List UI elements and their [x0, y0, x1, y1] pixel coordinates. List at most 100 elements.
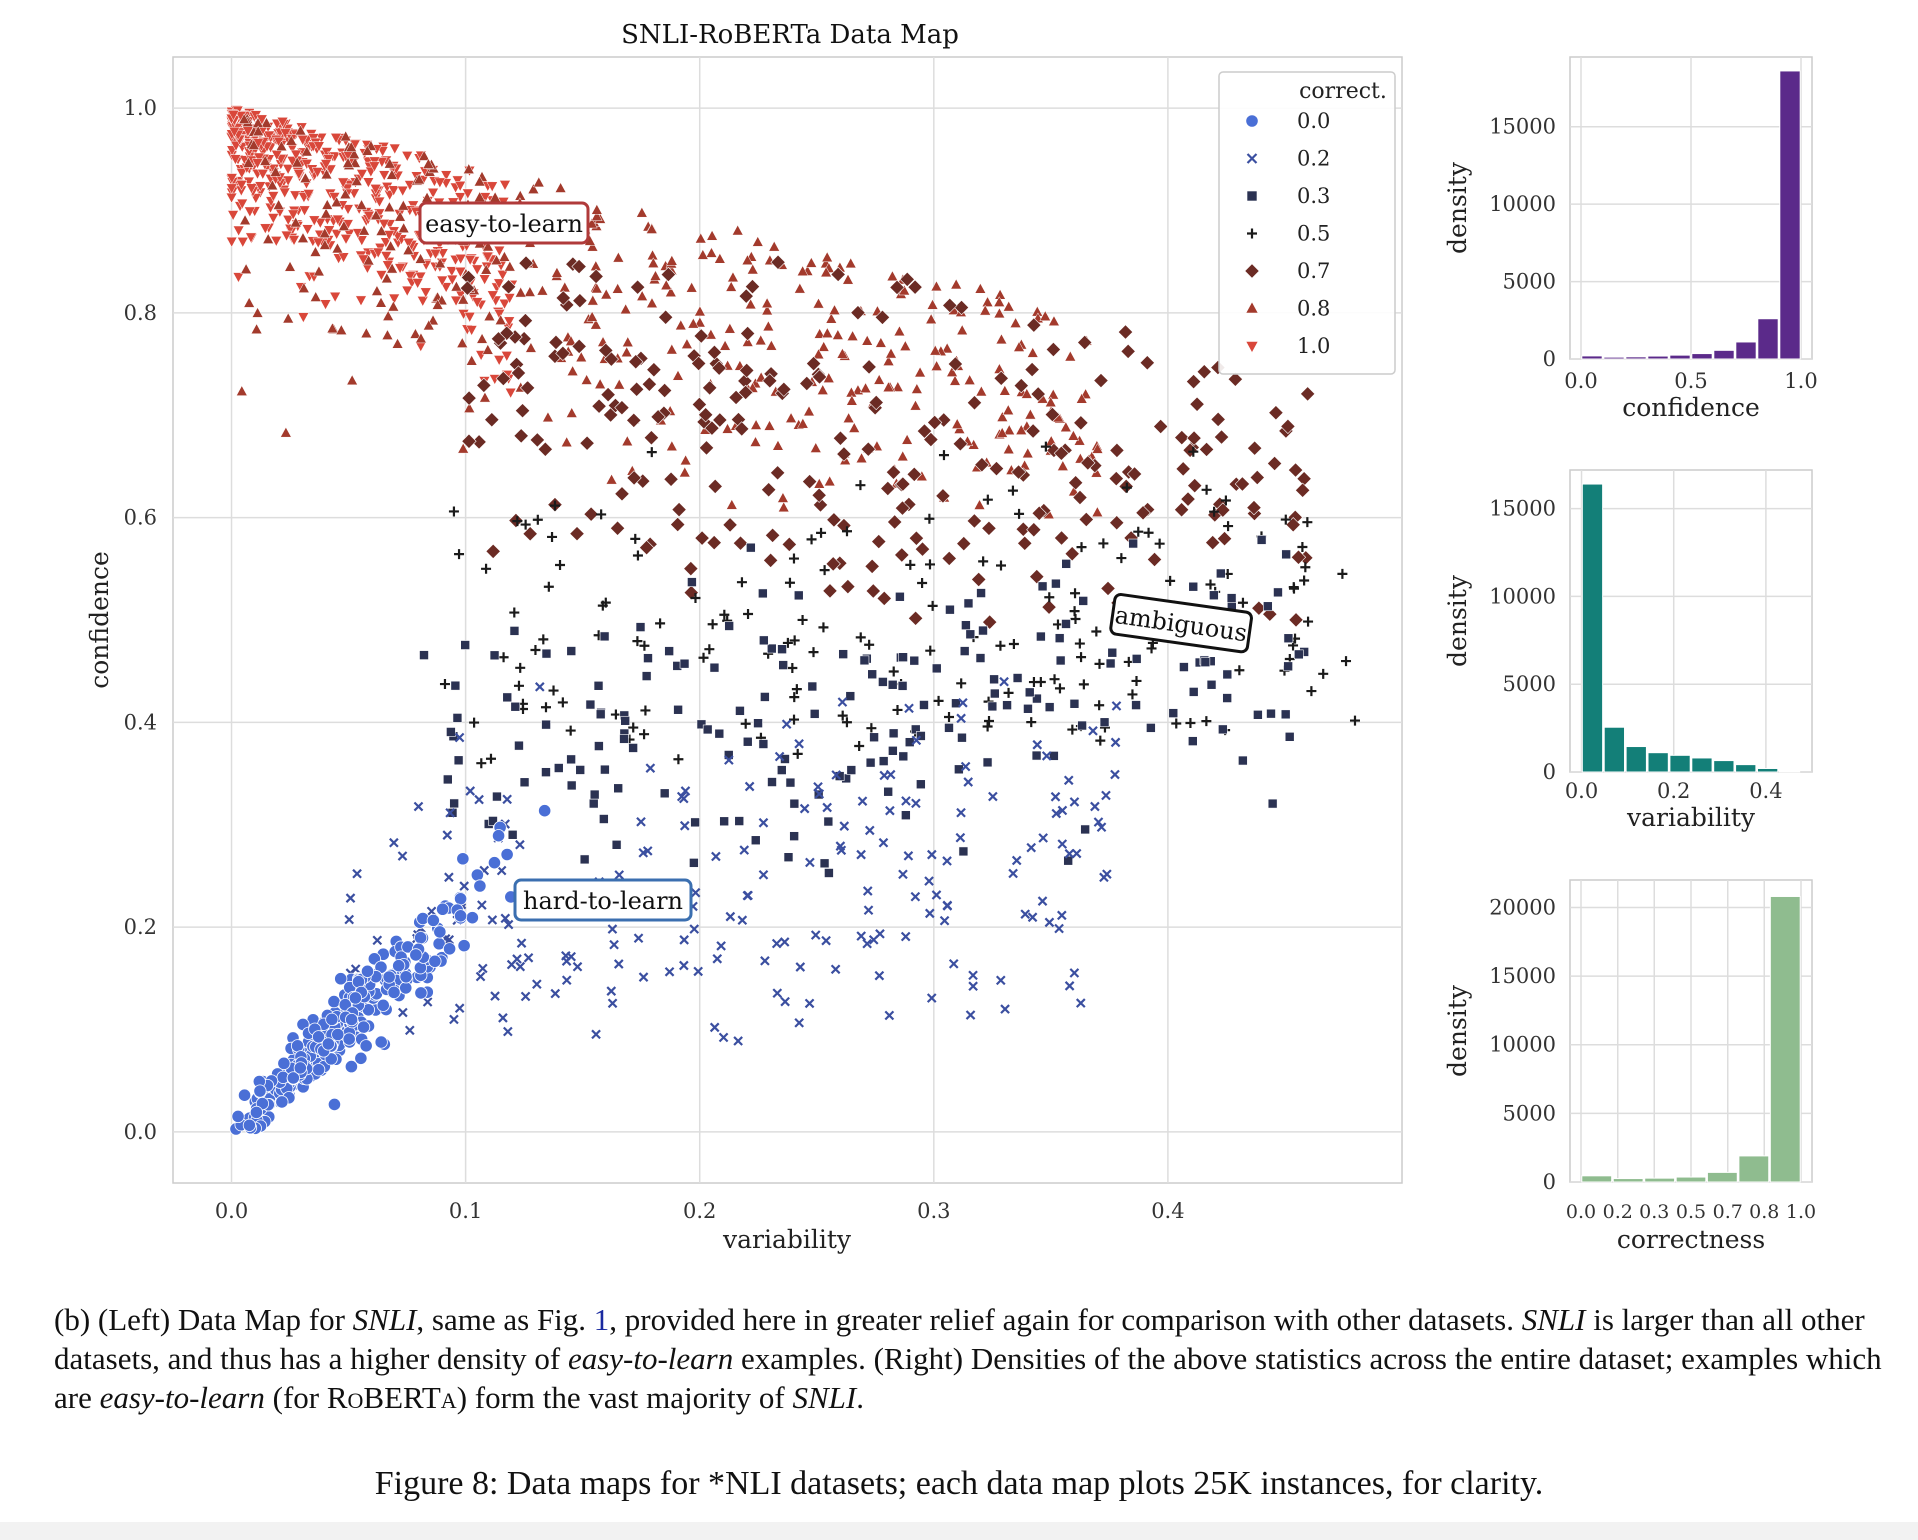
data-point — [289, 216, 302, 228]
data-point — [1117, 324, 1134, 340]
data-point — [1015, 521, 1031, 537]
data-point — [894, 500, 911, 516]
data-point — [330, 133, 342, 144]
data-point — [707, 619, 718, 630]
data-point — [498, 298, 511, 310]
data-point — [313, 265, 325, 277]
data-point — [958, 697, 968, 708]
data-point — [555, 290, 571, 306]
data-point — [489, 650, 500, 661]
data-point — [1030, 386, 1046, 402]
data-point — [519, 777, 530, 788]
data-point — [963, 777, 974, 787]
data-point — [916, 423, 933, 439]
data-point — [401, 151, 414, 162]
data-point — [1075, 998, 1086, 1008]
data-point — [681, 338, 693, 349]
data-point — [711, 360, 727, 376]
data-point — [538, 634, 549, 645]
data-point — [767, 777, 777, 787]
histogram-bar — [1756, 767, 1779, 773]
data-point — [663, 471, 679, 487]
data-point — [532, 979, 542, 990]
data-point — [621, 435, 634, 447]
data-point — [621, 336, 634, 347]
x-tick-label: 1.0 — [1784, 369, 1817, 393]
data-point — [1222, 669, 1233, 680]
data-point — [503, 919, 514, 930]
data-point — [1200, 657, 1211, 667]
data-point — [313, 141, 325, 153]
data-point — [1077, 334, 1093, 351]
data-point — [476, 332, 488, 344]
data-point — [331, 1027, 345, 1042]
data-point — [658, 309, 674, 325]
data-point — [809, 709, 820, 719]
data-point — [979, 304, 992, 316]
data-point — [996, 426, 1009, 438]
data-point — [486, 181, 499, 193]
data-point — [490, 331, 507, 347]
data-point — [1041, 599, 1057, 615]
data-point — [867, 669, 878, 680]
data-point — [1146, 643, 1157, 654]
data-point — [935, 488, 951, 504]
data-point — [457, 939, 471, 953]
data-point — [709, 1022, 720, 1033]
data-point — [878, 756, 889, 766]
data-point — [1126, 466, 1143, 482]
data-point — [536, 284, 549, 296]
data-point — [1069, 698, 1080, 709]
data-point — [579, 435, 595, 451]
data-point — [728, 389, 744, 406]
data-point — [350, 964, 361, 974]
data-point — [949, 374, 961, 386]
data-point — [1168, 708, 1179, 718]
figure-reference-link[interactable]: 1 — [593, 1302, 610, 1337]
data-point — [500, 279, 517, 295]
data-point — [1064, 546, 1080, 562]
data-point — [300, 159, 313, 170]
data-point — [372, 935, 383, 946]
data-point — [1035, 677, 1046, 688]
data-point — [375, 270, 388, 281]
data-point — [885, 347, 897, 359]
data-point — [689, 858, 699, 868]
data-point — [974, 282, 987, 294]
data-point — [693, 966, 704, 977]
data-point — [792, 748, 803, 759]
data-point — [541, 719, 551, 730]
x-tick-label: 0.0 — [215, 1199, 248, 1223]
data-point — [1093, 817, 1104, 827]
data-point — [626, 412, 642, 428]
data-point — [1024, 361, 1040, 378]
data-point — [286, 1071, 300, 1085]
histogram-bar — [1735, 341, 1757, 360]
histogram-bar — [1675, 1176, 1707, 1183]
histogram-bar — [1757, 318, 1779, 360]
data-point — [320, 207, 332, 219]
histogram-bar — [1647, 752, 1669, 773]
data-point — [879, 770, 890, 781]
data-point — [447, 808, 458, 818]
data-point — [397, 222, 410, 233]
data-point — [502, 794, 512, 805]
data-point — [374, 1035, 388, 1049]
data-point — [308, 215, 321, 227]
data-point — [665, 343, 678, 355]
histogram-bar — [1581, 355, 1603, 360]
data-point — [1069, 968, 1080, 978]
data-point — [344, 1012, 359, 1027]
data-point — [1049, 674, 1060, 685]
data-point — [496, 865, 507, 876]
data-point — [758, 869, 769, 880]
data-point — [721, 422, 734, 434]
y-tick-label: 0.0 — [124, 1120, 157, 1144]
data-point — [1069, 797, 1080, 807]
data-point — [794, 738, 804, 749]
data-point — [1337, 568, 1348, 579]
data-point — [588, 798, 599, 809]
data-point — [1266, 708, 1276, 719]
data-point — [1067, 724, 1078, 735]
